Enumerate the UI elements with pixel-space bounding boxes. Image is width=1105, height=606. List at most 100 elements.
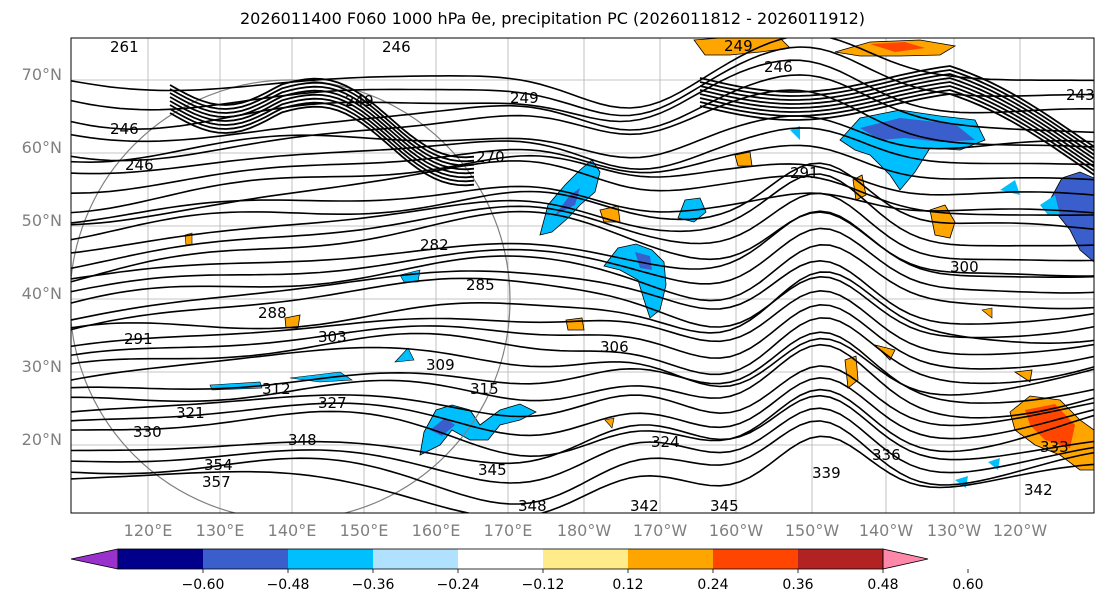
lon-label: 160°E bbox=[412, 521, 461, 540]
lon-label: 140°E bbox=[268, 521, 317, 540]
contour-label: 339 bbox=[812, 464, 841, 482]
reference-circle bbox=[71, 79, 511, 513]
theta-e-contours bbox=[71, 38, 1094, 513]
theta-e-contour bbox=[71, 394, 1094, 465]
colorbar-segment bbox=[203, 549, 288, 569]
theta-e-contour bbox=[71, 271, 1094, 345]
theta-e-contour bbox=[71, 74, 1094, 143]
contour-label: 321 bbox=[176, 404, 205, 422]
theta-e-contour bbox=[71, 227, 1094, 294]
theta-e-contour bbox=[71, 115, 1094, 164]
theta-e-contour bbox=[71, 154, 1094, 214]
colorbar-tick-label: −0.24 bbox=[437, 577, 480, 593]
lon-label: 120°W bbox=[993, 521, 1048, 540]
contour-label: 342 bbox=[1024, 481, 1053, 499]
lon-label: 170°E bbox=[484, 521, 533, 540]
lat-label: 20°N bbox=[22, 430, 62, 449]
theta-e-contour bbox=[71, 173, 1094, 254]
contour-label: 330 bbox=[133, 423, 162, 441]
contour-label: 345 bbox=[478, 461, 507, 479]
theta-e-contour bbox=[71, 144, 1094, 194]
contour-label: 303 bbox=[318, 328, 347, 346]
theta-e-contour bbox=[699, 81, 1094, 164]
contour-label-group: 246 249 246 249 246 249 261 246 243 270 … bbox=[110, 37, 1095, 515]
colorbar-segment bbox=[798, 549, 883, 569]
theta-e-contour bbox=[169, 77, 475, 159]
lon-label: 120°E bbox=[124, 521, 173, 540]
lat-label: 60°N bbox=[22, 138, 62, 157]
theta-e-contour bbox=[699, 89, 1094, 172]
colorbar-tick-label: 0.12 bbox=[612, 577, 643, 593]
map-title: 2026011400 F060 1000 hPa θe, precipitati… bbox=[239, 9, 866, 28]
theta-e-contour bbox=[169, 81, 475, 163]
theta-e-contour bbox=[71, 317, 1094, 385]
theta-e-contour bbox=[169, 89, 475, 171]
colorbar-tick-label: −0.60 bbox=[182, 577, 225, 593]
contour-label: 261 bbox=[110, 38, 139, 56]
theta-e-contour bbox=[71, 210, 1094, 283]
theta-e-contour bbox=[71, 303, 1094, 370]
colorbar-tick-label: 0.36 bbox=[782, 577, 813, 593]
latitude-axis: 70°N 60°N 50°N 40°N 30°N 20°N bbox=[22, 65, 62, 449]
lon-label: 150°W bbox=[785, 521, 840, 540]
theta-e-contour bbox=[699, 77, 1094, 160]
contour-label: 246 bbox=[764, 58, 793, 76]
lat-label: 30°N bbox=[22, 357, 62, 376]
contour-label: 324 bbox=[651, 433, 680, 451]
lon-label: 180°W bbox=[557, 521, 612, 540]
contour-label: 315 bbox=[470, 380, 499, 398]
lat-label: 50°N bbox=[22, 211, 62, 230]
theta-e-contour bbox=[71, 407, 1094, 484]
colorbar-outline bbox=[117, 548, 884, 570]
contour-label: 354 bbox=[204, 456, 233, 474]
theta-e-contour bbox=[699, 69, 1094, 152]
theta-e-contour bbox=[169, 105, 475, 187]
contour-label: 243 bbox=[1066, 86, 1095, 104]
theta-e-contour bbox=[71, 435, 1094, 513]
theta-e-contour bbox=[699, 93, 1094, 176]
contour-label: 342 bbox=[630, 497, 659, 515]
contour-label: 288 bbox=[258, 304, 287, 322]
theta-e-contour bbox=[71, 259, 1094, 325]
theta-e-contour bbox=[71, 289, 1094, 356]
contour-label: 357 bbox=[202, 473, 231, 491]
contour-label: 348 bbox=[288, 431, 317, 449]
contour-label: 336 bbox=[872, 446, 901, 464]
contour-label: 249 bbox=[724, 37, 753, 55]
theta-e-contour bbox=[71, 192, 1094, 270]
contour-label: 246 bbox=[125, 156, 154, 174]
contour-label: 345 bbox=[710, 497, 739, 515]
theta-e-contour bbox=[169, 97, 475, 179]
contour-label: 312 bbox=[262, 380, 291, 398]
colorbar-extend-right bbox=[882, 548, 929, 570]
theta-e-contour bbox=[169, 93, 475, 175]
theta-e-contour bbox=[71, 210, 1094, 280]
contour-label: 246 bbox=[110, 120, 139, 138]
colorbar-segment bbox=[373, 549, 458, 569]
longitude-axis: 120°E 130°E 140°E 150°E 160°E 170°E 180°… bbox=[124, 521, 1048, 540]
contour-label: 270 bbox=[476, 148, 505, 166]
contour-label: 285 bbox=[466, 276, 495, 294]
theta-e-contour bbox=[71, 376, 1094, 440]
colorbar-segment bbox=[543, 549, 628, 569]
theta-e-contour bbox=[71, 185, 1094, 224]
theta-e-contour bbox=[699, 73, 1094, 156]
contour-label: 249 bbox=[510, 89, 539, 107]
lon-label: 170°W bbox=[633, 521, 688, 540]
lon-label: 130°E bbox=[196, 521, 245, 540]
contour-label: 306 bbox=[600, 338, 629, 356]
theta-e-contour bbox=[71, 38, 1094, 109]
contour-label: 291 bbox=[790, 164, 819, 182]
lon-label: 140°W bbox=[859, 521, 914, 540]
theta-e-contour bbox=[169, 85, 475, 167]
lon-label: 160°W bbox=[709, 521, 764, 540]
theta-e-contour bbox=[71, 337, 1094, 396]
theta-e-contour bbox=[699, 65, 1094, 148]
contour-label: 300 bbox=[950, 258, 979, 276]
theta-e-contour bbox=[71, 275, 1094, 339]
colorbar-segment bbox=[713, 549, 798, 569]
contour-label: 246 bbox=[382, 38, 411, 56]
colorbar-tick-label: −0.48 bbox=[267, 577, 310, 593]
colorbar-tick-label: 0.48 bbox=[867, 577, 898, 593]
